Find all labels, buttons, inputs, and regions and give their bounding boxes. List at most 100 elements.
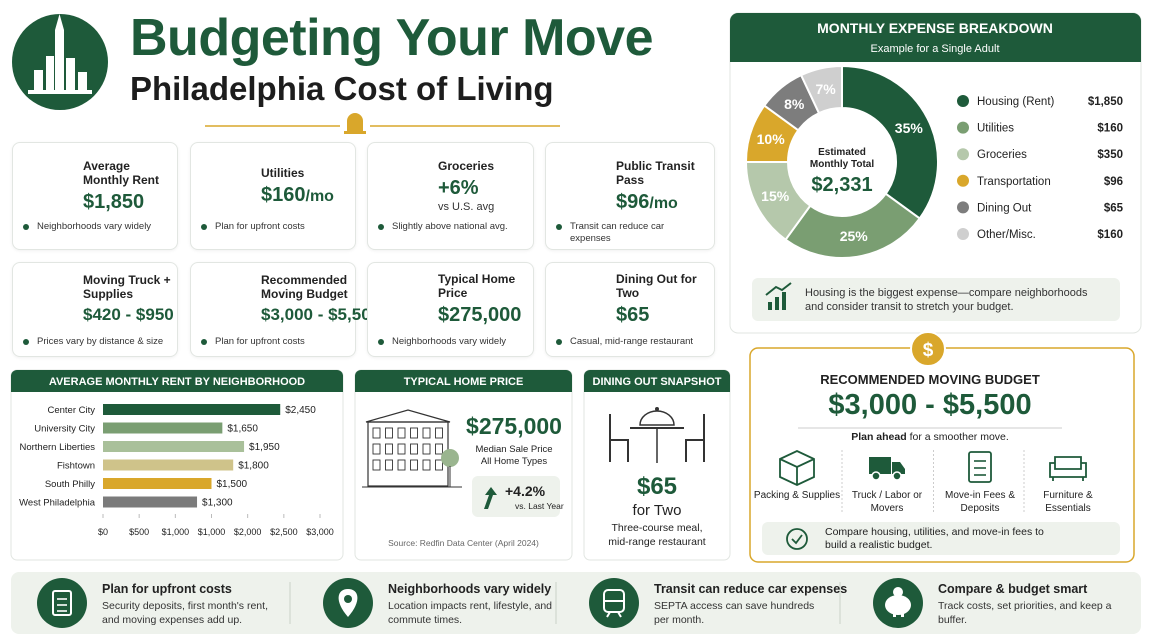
window <box>385 459 393 471</box>
note-text: Transit can reduce car expenses <box>570 221 665 244</box>
panel-title: MONTHLY EXPENSE BREAKDOWN <box>817 20 1053 36</box>
panel-header <box>11 370 343 392</box>
icon-shape <box>892 462 905 474</box>
donut-slice <box>841 64 939 220</box>
slice-label: 15% <box>761 188 790 204</box>
budget-title: RECOMMENDED MOVING BUDGET <box>820 372 1040 387</box>
card-text: Public Transit Pass $96/mo <box>616 151 712 221</box>
note-text: Prices vary by distance & size <box>37 336 164 347</box>
icon-shape <box>869 457 891 474</box>
note-text: Plan for upfront costs <box>215 221 305 232</box>
title: Budgeting Your Move <box>130 9 654 67</box>
slice-label: 35% <box>895 120 924 136</box>
x-tick-label: $500 <box>129 527 149 537</box>
legend-dot <box>957 174 969 187</box>
legend-amount: $96 <box>1104 176 1123 188</box>
category-label: West Philadelphia <box>19 498 96 509</box>
card-value: $420 - $950 <box>83 305 175 325</box>
value: $275,000 <box>438 303 522 326</box>
x-tick-label: $2,500 <box>270 527 298 537</box>
legend-label: Groceries <box>977 149 1027 161</box>
bar <box>103 459 234 471</box>
note-dot <box>23 224 29 230</box>
icon-shape <box>893 612 896 617</box>
note-dot <box>201 339 207 345</box>
stat-card: Typical Home Price $275,000 Neighborhoods … <box>367 262 534 357</box>
category-label: Center City <box>47 405 95 416</box>
tip-text: Track costs, set priorities, and keep a … <box>938 600 1112 626</box>
icon-shape <box>344 595 352 603</box>
tip-icon-circle <box>37 578 87 628</box>
check-icon <box>791 534 803 545</box>
change-label: vs. Last Year <box>515 501 564 511</box>
panel-title: AVERAGE MONTHLY RENT BY NEIGHBORHOOD <box>49 376 305 388</box>
panel-note: Housing is the biggest expense—compare n… <box>805 287 1088 313</box>
x-tick-label: $0 <box>98 527 108 537</box>
tip-text: Location impacts rent, lifestyle, and co… <box>388 600 553 626</box>
icon-shape <box>901 612 904 617</box>
legend-amount: $160 <box>1097 229 1123 241</box>
budget-tip: Compare housing, utilities, and move-in … <box>825 526 1044 551</box>
donut-slice <box>784 192 922 259</box>
building-roof <box>365 409 451 423</box>
note-rest: for a smoother move. <box>909 431 1009 443</box>
card-note: Plan for upfront costs <box>201 336 347 348</box>
logo-building <box>55 30 64 90</box>
tip-title: Plan for upfront costs <box>102 582 232 596</box>
logo-spire <box>55 14 64 30</box>
stat-card: Dining Out for Two $65 Casual, mid-range r… <box>545 262 715 357</box>
note-dot <box>23 339 29 345</box>
card-text: Average Monthly Rent $1,850 <box>83 151 175 221</box>
coin <box>910 331 946 367</box>
card-note: Neighborhoods vary widely <box>23 221 169 233</box>
card-value: $65 <box>616 304 712 327</box>
bell-icon <box>347 113 363 131</box>
legend-dot <box>957 95 969 107</box>
value: $420 - $950 <box>83 305 174 324</box>
window <box>410 427 418 439</box>
category-label: Northern Liberties <box>19 442 95 453</box>
stat-card: Groceries +6% vs U.S. avg Slightly above na… <box>367 142 534 250</box>
legend-label: Other/Misc. <box>977 229 1036 241</box>
card-value: $160/mo <box>261 184 353 207</box>
legend-label: Housing (Rent) <box>977 96 1055 108</box>
bar <box>103 496 198 508</box>
card-title: Recommended Moving Budget <box>261 273 348 301</box>
card-title: Typical Home Price <box>438 271 516 300</box>
footer-band <box>11 572 1141 634</box>
stat-card: Recommended Moving Budget $3,000 - $5,500… <box>190 262 380 357</box>
window <box>422 427 431 439</box>
note-dot <box>378 339 384 345</box>
slice-label: 10% <box>757 131 786 147</box>
panel-subtitle: Example for a Single Adult <box>870 43 999 55</box>
stat-card: Average Monthly Rent $1,850 Neighborhoods … <box>12 142 178 250</box>
window <box>422 443 431 455</box>
legend-amount: $350 <box>1097 149 1123 161</box>
card-value: $275,000 <box>438 304 531 327</box>
value: $65 <box>616 303 650 326</box>
card-text: Groceries +6% vs U.S. avg <box>438 151 531 221</box>
card-text: Utilities $160/mo <box>261 151 353 221</box>
x-tick-label: $1,000 <box>162 527 190 537</box>
card-value: $1,850 <box>83 191 175 214</box>
home-value: $275,000 <box>466 413 562 439</box>
tree <box>441 449 459 467</box>
note-dot <box>556 339 562 345</box>
chair <box>609 414 629 462</box>
home-label: Median Sale Price <box>475 444 553 455</box>
coin-symbol: $ <box>923 340 934 361</box>
card-note: Plan for upfront costs <box>201 221 347 233</box>
card-title: Utilities <box>261 165 305 180</box>
tip-box <box>762 522 1120 555</box>
icon-shape <box>52 590 72 616</box>
card-sub: vs U.S. avg <box>438 201 495 213</box>
dining-desc: Three-course meal, mid-range restaurant <box>608 522 706 548</box>
panel-title: DINING OUT SNAPSHOT <box>593 376 722 388</box>
table-icon <box>639 410 675 426</box>
home-label: All Home Types <box>480 456 548 467</box>
logo-base <box>28 90 92 94</box>
card-title: Dining Out for Two <box>616 271 697 300</box>
bar <box>103 404 281 415</box>
card-note: Neighborhoods vary widely <box>378 336 525 348</box>
